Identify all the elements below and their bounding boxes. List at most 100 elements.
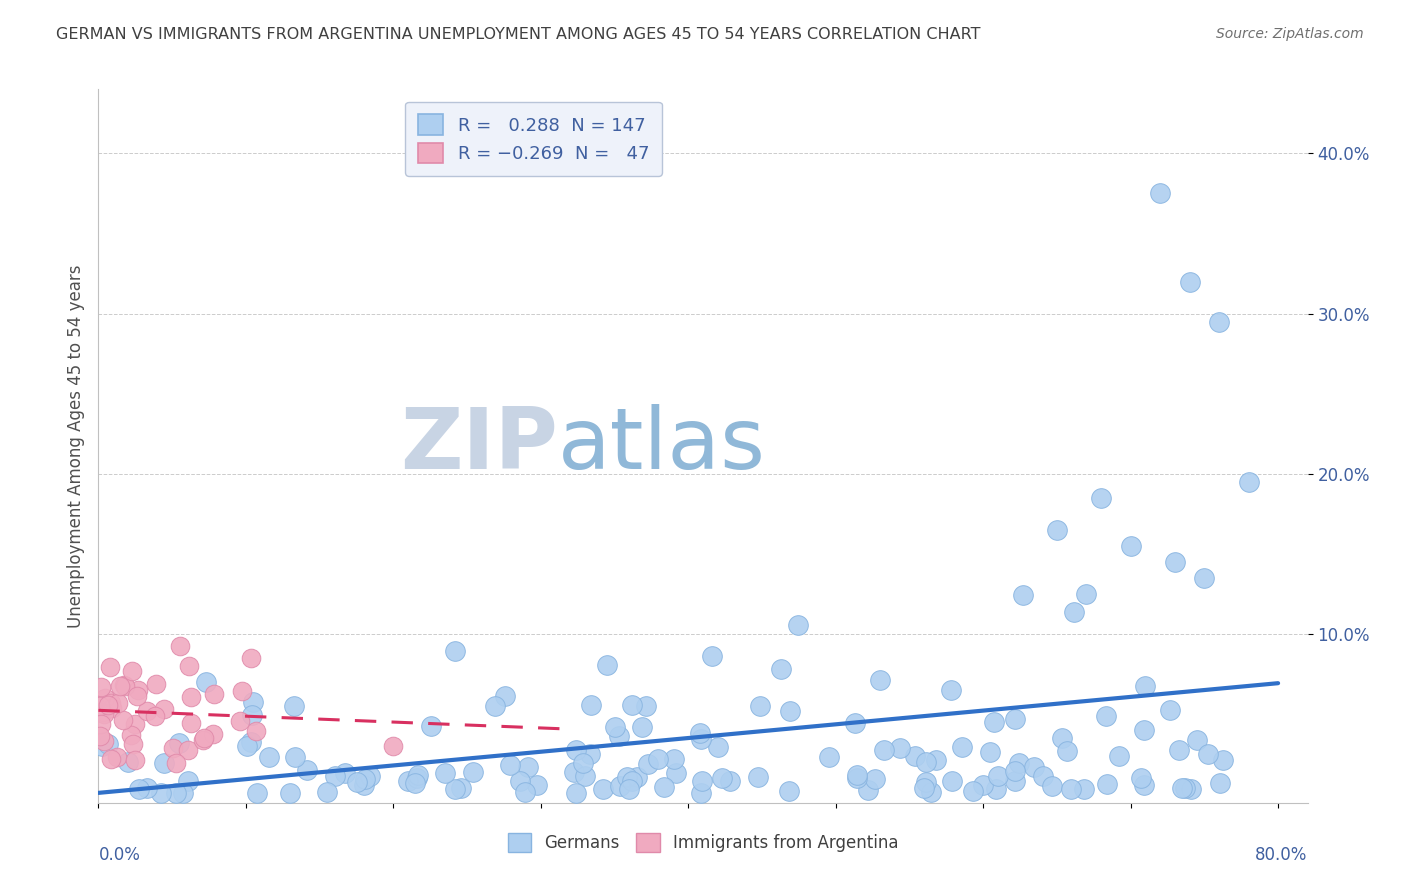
Point — [1167, 743, 1189, 757]
Point — [984, 782, 1007, 797]
Point — [124, 753, 146, 767]
Point — [128, 781, 150, 796]
Point — [846, 768, 869, 782]
Point — [1063, 605, 1085, 619]
Point — [607, 729, 630, 743]
Point — [93, 733, 115, 747]
Point — [172, 786, 194, 800]
Point — [194, 675, 217, 690]
Point — [231, 683, 253, 698]
Point — [406, 772, 429, 786]
Point — [1209, 776, 1232, 790]
Point — [915, 756, 938, 770]
Point — [353, 778, 375, 792]
Point — [111, 713, 134, 727]
Point — [152, 701, 174, 715]
Point — [664, 765, 686, 780]
Point — [1032, 768, 1054, 782]
Point — [603, 720, 626, 734]
Point — [100, 752, 122, 766]
Point — [565, 786, 588, 800]
Point — [176, 774, 198, 789]
Point — [323, 769, 346, 783]
Point — [578, 747, 600, 761]
Point — [107, 696, 129, 710]
Point — [747, 770, 769, 784]
Point — [245, 724, 267, 739]
Point — [346, 775, 368, 789]
Point — [979, 745, 1001, 759]
Point — [574, 769, 596, 783]
Point — [690, 786, 713, 800]
Point — [240, 708, 263, 723]
Point — [177, 743, 200, 757]
Point — [100, 696, 122, 710]
Legend: Germans, Immigrants from Argentina: Germans, Immigrants from Argentina — [501, 826, 905, 859]
Point — [1076, 587, 1098, 601]
Point — [162, 740, 184, 755]
Point — [121, 665, 143, 679]
Point — [239, 734, 262, 748]
Point — [950, 740, 973, 755]
Point — [333, 766, 356, 780]
Point — [509, 774, 531, 789]
Point — [108, 679, 131, 693]
Point — [1208, 315, 1230, 329]
Point — [873, 743, 896, 757]
Point — [1056, 744, 1078, 758]
Point — [94, 691, 117, 706]
Point — [1194, 571, 1216, 585]
Point — [202, 727, 225, 741]
Point — [1008, 756, 1031, 770]
Point — [769, 662, 792, 676]
Point — [112, 678, 135, 692]
Point — [1060, 782, 1083, 797]
Point — [1130, 771, 1153, 785]
Point — [120, 728, 142, 742]
Point — [647, 752, 669, 766]
Point — [565, 742, 588, 756]
Point — [915, 775, 938, 789]
Point — [700, 648, 723, 663]
Point — [90, 739, 112, 753]
Point — [620, 698, 643, 713]
Point — [125, 689, 148, 703]
Point — [516, 760, 538, 774]
Point — [889, 741, 911, 756]
Point — [718, 774, 741, 789]
Point — [284, 750, 307, 764]
Point — [1040, 780, 1063, 794]
Point — [278, 786, 301, 800]
Point — [690, 774, 713, 789]
Point — [626, 770, 648, 784]
Point — [845, 772, 868, 786]
Point — [1119, 539, 1142, 553]
Text: 0.0%: 0.0% — [98, 846, 141, 863]
Point — [136, 704, 159, 718]
Point — [844, 715, 866, 730]
Point — [461, 764, 484, 779]
Point — [617, 782, 640, 797]
Point — [972, 778, 994, 792]
Point — [382, 739, 405, 753]
Point — [396, 774, 419, 789]
Point — [499, 758, 522, 772]
Point — [97, 698, 120, 713]
Point — [1133, 679, 1156, 693]
Point — [443, 781, 465, 796]
Point — [1004, 773, 1026, 788]
Point — [1022, 760, 1045, 774]
Point — [180, 690, 202, 704]
Point — [1180, 782, 1202, 797]
Point — [1052, 731, 1074, 745]
Point — [1090, 491, 1112, 505]
Point — [98, 660, 121, 674]
Point — [631, 720, 654, 734]
Point — [295, 764, 318, 778]
Point — [1159, 703, 1181, 717]
Point — [443, 644, 465, 658]
Point — [165, 786, 187, 800]
Point — [858, 783, 880, 797]
Point — [652, 780, 675, 794]
Point — [863, 772, 886, 787]
